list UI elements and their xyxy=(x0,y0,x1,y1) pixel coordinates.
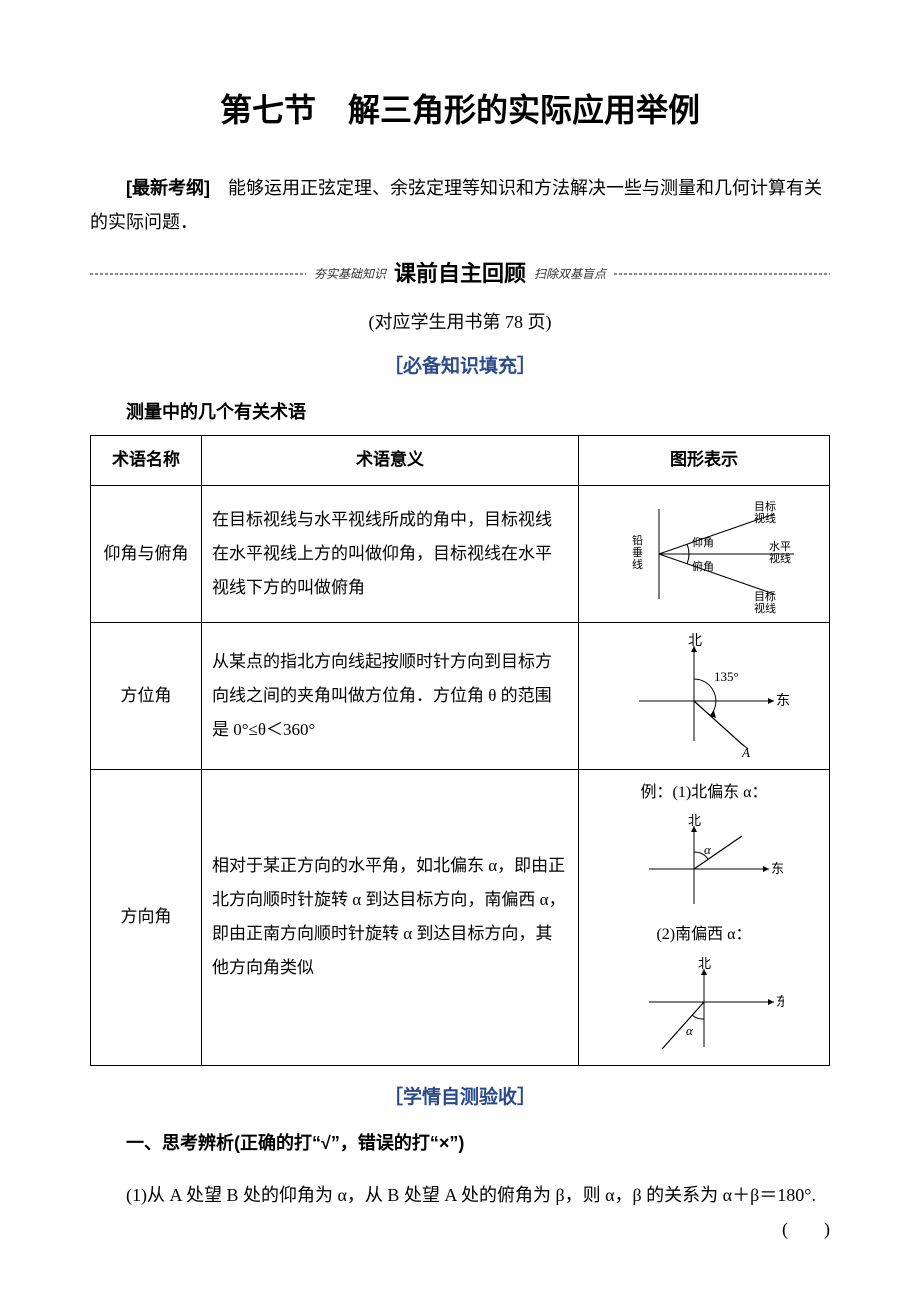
svg-text:135°: 135° xyxy=(714,669,739,684)
row1-diagram-cell: 目标 视线 目标 视线 铅 垂 线 水平 视线 仰角 俯角 xyxy=(579,485,830,622)
svg-text:视线: 视线 xyxy=(754,601,776,614)
svg-text:α: α xyxy=(704,842,712,857)
svg-text:视线: 视线 xyxy=(754,511,776,525)
terms-heading: 测量中的几个有关术语 xyxy=(90,395,830,429)
page-title: 第七节 解三角形的实际应用举例 xyxy=(90,80,830,141)
syllabus-para: [最新考纲] 能够运用正弦定理、余弦定理等知识和方法解决一些与测量和几何计算有关… xyxy=(90,171,830,239)
answer-paren: ( ) xyxy=(746,1212,830,1246)
th-desc: 术语意义 xyxy=(202,436,579,485)
row3-eg1-label: (1)北偏东 α： xyxy=(672,784,767,801)
row3-desc: 相对于某正方向的水平角，如北偏东 α，即由正北方向顺时针旋转 α 到达目标方向，… xyxy=(202,769,579,1065)
section1-title: ［必备知识填充］ xyxy=(90,349,830,385)
svg-text:目标: 目标 xyxy=(754,499,776,513)
syllabus-label: [最新考纲] xyxy=(126,178,210,198)
row2-desc: 从某点的指北方向线起按顺时针方向到目标方向线之间的夹角叫做方位角．方位角 θ 的… xyxy=(202,622,579,769)
student-book-ref: (对应学生用书第 78 页) xyxy=(90,305,830,339)
svg-text:铅: 铅 xyxy=(632,533,643,547)
svg-text:东: 东 xyxy=(776,693,790,709)
svg-text:东: 东 xyxy=(771,861,784,876)
divider-line-left xyxy=(90,273,306,275)
row1-name: 仰角与俯角 xyxy=(91,485,202,622)
svg-text:北: 北 xyxy=(698,957,711,971)
svg-text:北: 北 xyxy=(688,633,702,649)
table-row: 仰角与俯角 在目标视线与水平视线所成的角中，目标视线在水平视线上方的叫做仰角，目… xyxy=(91,485,830,622)
svg-text:视线: 视线 xyxy=(769,551,791,565)
svg-text:线: 线 xyxy=(632,557,643,571)
svg-text:目标: 目标 xyxy=(754,589,776,603)
svg-text:α: α xyxy=(686,1023,694,1038)
direction-sw-diagram: 北 东 α xyxy=(624,957,784,1057)
divider-left-text: 夯实基础知识 xyxy=(314,263,386,286)
section2-title: ［学情自测验收］ xyxy=(90,1080,830,1116)
row2-name: 方位角 xyxy=(91,622,202,769)
svg-text:俯角: 俯角 xyxy=(692,559,714,573)
divider-center-text: 课前自主回顾 xyxy=(394,253,526,295)
row3-eg2-label: (2)南偏西 α： xyxy=(656,920,751,950)
th-diagram: 图形表示 xyxy=(579,436,830,485)
divider-right-text: 扫除双基盲点 xyxy=(534,263,606,286)
svg-text:垂: 垂 xyxy=(632,546,643,559)
svg-text:北: 北 xyxy=(688,814,701,828)
table-header-row: 术语名称 术语意义 图形表示 xyxy=(91,436,830,485)
row3-eg-label: 例： xyxy=(640,784,672,801)
divider-line-right xyxy=(614,273,830,275)
quiz-intro: 一、思考辨析(正确的打“√”，错误的打“×”) xyxy=(90,1126,830,1160)
svg-text:水平: 水平 xyxy=(769,540,791,553)
quiz-intro-text: 一、思考辨析(正确的打“√”，错误的打“×”) xyxy=(126,1133,464,1153)
terms-table: 术语名称 术语意义 图形表示 仰角与俯角 在目标视线与水平视线所成的角中，目标视… xyxy=(90,435,830,1065)
table-row: 方位角 从某点的指北方向线起按顺时针方向到目标方向线之间的夹角叫做方位角．方位角… xyxy=(91,622,830,769)
svg-text:仰角: 仰角 xyxy=(692,535,714,549)
question-1: (1)从 A 处望 B 处的仰角为 α，从 B 处望 A 处的俯角为 β，则 α… xyxy=(90,1178,830,1212)
th-name: 术语名称 xyxy=(91,436,202,485)
row3-name: 方向角 xyxy=(91,769,202,1065)
q1-text: (1)从 A 处望 B 处的仰角为 α，从 B 处望 A 处的俯角为 β，则 α… xyxy=(126,1185,816,1205)
elevation-depression-diagram: 目标 视线 目标 视线 铅 垂 线 水平 视线 仰角 俯角 xyxy=(604,494,804,614)
row2-diagram-cell: 北 东 135° A xyxy=(579,622,830,769)
row3-eg-line1: 例：(1)北偏东 α： xyxy=(640,778,767,808)
direction-ne-diagram: 北 东 α xyxy=(624,814,784,914)
row3-diagram-cell: 例：(1)北偏东 α： 北 东 α (2)南偏西 α： xyxy=(579,769,830,1065)
azimuth-diagram: 北 东 135° A xyxy=(614,631,794,761)
row1-desc: 在目标视线与水平视线所成的角中，目标视线在水平视线上方的叫做仰角，目标视线在水平… xyxy=(202,485,579,622)
svg-text:东: 东 xyxy=(776,994,784,1009)
section-divider: 夯实基础知识 课前自主回顾 扫除双基盲点 xyxy=(90,253,830,295)
table-row: 方向角 相对于某正方向的水平角，如北偏东 α，即由正北方向顺时针旋转 α 到达目… xyxy=(91,769,830,1065)
